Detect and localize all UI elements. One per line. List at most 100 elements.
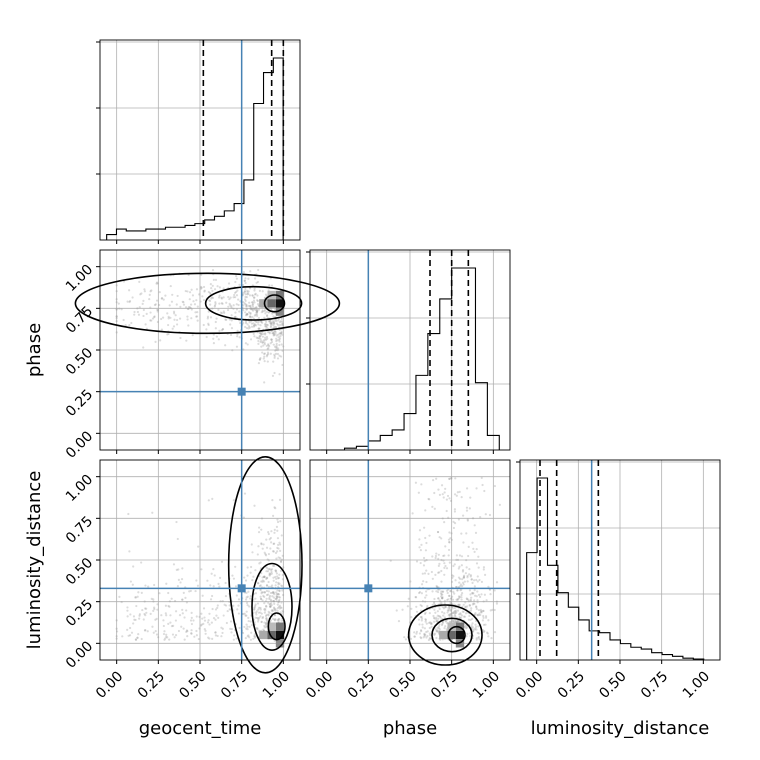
sample-point bbox=[255, 613, 258, 616]
sample-point bbox=[430, 570, 433, 574]
sample-point bbox=[261, 321, 264, 324]
sample-point bbox=[459, 612, 462, 615]
sample-point bbox=[164, 637, 167, 640]
sample-point bbox=[480, 580, 484, 583]
sample-point bbox=[281, 589, 284, 592]
sample-point bbox=[264, 325, 267, 328]
sample-point bbox=[449, 597, 452, 600]
sample-point bbox=[277, 600, 281, 603]
sample-point bbox=[214, 320, 217, 324]
sample-point bbox=[218, 294, 221, 297]
sample-point bbox=[253, 634, 256, 638]
sample-point bbox=[423, 627, 426, 630]
sample-point bbox=[254, 313, 257, 316]
sample-point bbox=[263, 310, 266, 313]
sample-point bbox=[259, 561, 262, 564]
sample-point bbox=[270, 338, 273, 341]
sample-point bbox=[455, 494, 458, 497]
sample-point bbox=[128, 299, 132, 303]
sample-point bbox=[425, 541, 428, 545]
sample-point bbox=[274, 584, 277, 587]
sample-point bbox=[425, 636, 428, 639]
sample-point bbox=[275, 593, 278, 596]
sample-point bbox=[256, 321, 259, 324]
sample-point bbox=[275, 595, 278, 598]
sample-point bbox=[271, 608, 274, 612]
sample-point bbox=[453, 522, 457, 525]
sample-point bbox=[278, 618, 281, 621]
sample-point bbox=[151, 625, 154, 628]
sample-point bbox=[174, 619, 177, 622]
sample-point bbox=[186, 307, 189, 311]
sample-point bbox=[248, 321, 251, 324]
sample-point bbox=[207, 322, 210, 325]
sample-point bbox=[468, 507, 471, 510]
sample-point bbox=[115, 301, 118, 304]
sample-point bbox=[279, 332, 282, 335]
sample-point bbox=[272, 332, 275, 335]
x-tick-label: 0.00 bbox=[513, 668, 546, 701]
sample-point bbox=[447, 594, 451, 597]
sample-point bbox=[261, 309, 264, 312]
sample-point bbox=[451, 612, 454, 615]
x-axis-label: geocent_time bbox=[139, 718, 262, 739]
sample-point bbox=[273, 564, 276, 568]
sample-point bbox=[423, 612, 427, 615]
sample-point bbox=[261, 335, 265, 338]
sample-point bbox=[221, 627, 224, 630]
sample-point bbox=[237, 298, 240, 301]
sample-point bbox=[438, 628, 441, 631]
sample-point bbox=[276, 592, 279, 595]
sample-point bbox=[242, 348, 245, 351]
sample-point bbox=[278, 596, 282, 599]
sample-point bbox=[443, 554, 446, 557]
sample-point bbox=[263, 316, 266, 319]
sample-point bbox=[253, 293, 257, 296]
sample-point bbox=[450, 580, 454, 583]
sample-point bbox=[262, 339, 265, 342]
sample-point bbox=[267, 311, 270, 314]
sample-point bbox=[155, 633, 159, 636]
sample-point bbox=[249, 620, 252, 623]
sample-point bbox=[120, 308, 123, 311]
sample-point bbox=[136, 595, 139, 598]
sample-point bbox=[275, 337, 278, 340]
sample-point bbox=[482, 600, 485, 603]
sample-point bbox=[265, 617, 268, 620]
sample-point bbox=[279, 335, 282, 338]
sample-point bbox=[438, 599, 441, 602]
sample-point bbox=[486, 631, 489, 634]
sample-point bbox=[449, 612, 452, 616]
sample-point bbox=[436, 530, 440, 534]
sample-point bbox=[455, 609, 458, 612]
sample-point bbox=[458, 616, 461, 619]
sample-point bbox=[469, 599, 472, 602]
sample-point bbox=[274, 570, 278, 573]
sample-point bbox=[449, 608, 453, 612]
x-tick-label: 1.00 bbox=[470, 668, 503, 701]
sample-point bbox=[189, 306, 192, 310]
sample-point bbox=[196, 319, 199, 322]
sample-point bbox=[223, 311, 226, 314]
sample-point bbox=[182, 303, 186, 306]
sample-point bbox=[273, 322, 276, 325]
sample-point bbox=[251, 301, 254, 304]
sample-point bbox=[176, 537, 179, 541]
sample-point bbox=[475, 487, 478, 490]
sample-point bbox=[262, 357, 265, 360]
sample-point bbox=[199, 624, 203, 627]
sample-point bbox=[156, 608, 159, 611]
sample-point bbox=[158, 592, 161, 595]
sample-point bbox=[246, 323, 249, 326]
sample-point bbox=[452, 619, 455, 623]
sample-point bbox=[145, 607, 148, 610]
sample-point bbox=[254, 320, 258, 323]
sample-point bbox=[484, 623, 487, 626]
sample-point bbox=[465, 626, 469, 629]
sample-point bbox=[209, 316, 213, 319]
sample-point bbox=[266, 347, 269, 351]
sample-point bbox=[413, 635, 417, 638]
sample-point bbox=[273, 506, 276, 509]
sample-point bbox=[460, 593, 463, 597]
